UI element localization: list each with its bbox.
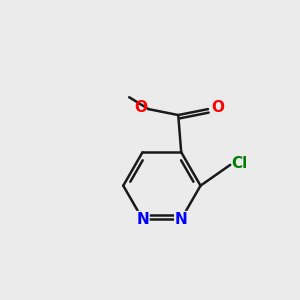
Text: O: O <box>134 100 147 115</box>
Text: Cl: Cl <box>232 156 248 171</box>
Text: N: N <box>175 212 188 226</box>
Text: O: O <box>211 100 224 115</box>
Text: N: N <box>136 212 149 226</box>
